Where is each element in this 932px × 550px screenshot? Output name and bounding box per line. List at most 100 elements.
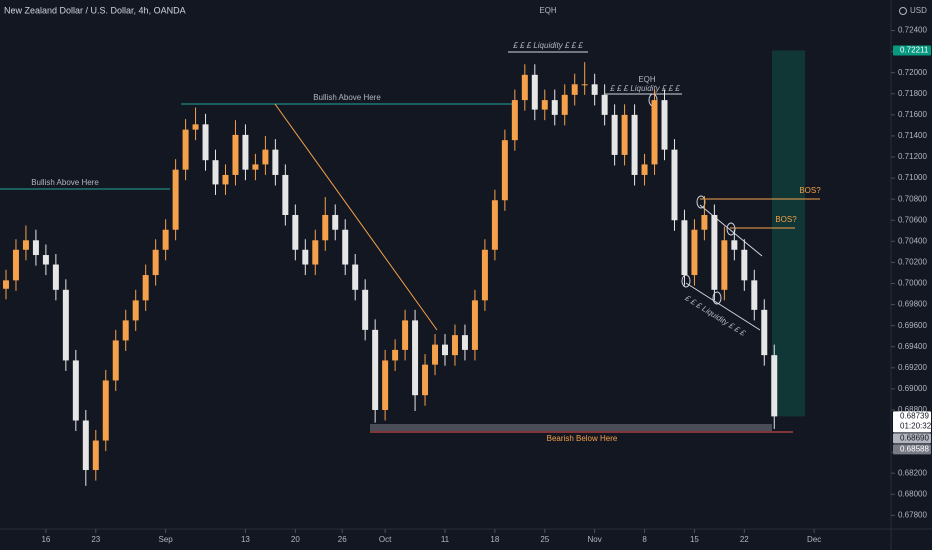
- candle-body: [661, 100, 668, 150]
- y-tick-label: 0.68000: [898, 489, 927, 498]
- candle-body: [42, 255, 49, 265]
- circle: [696, 195, 706, 209]
- candle-body: [232, 134, 239, 175]
- x-tick-label: Oct: [379, 535, 392, 544]
- currency[interactable]: USD: [910, 6, 927, 15]
- candle-body: [282, 174, 289, 215]
- x-tick-label: 16: [41, 535, 50, 544]
- candle-body: [561, 94, 568, 115]
- x-tick-label: 22: [740, 535, 749, 544]
- candle-body: [711, 214, 718, 290]
- price-badge-label: 0.68739: [900, 412, 929, 421]
- candle-body: [182, 129, 189, 170]
- y-tick-label: 0.71800: [898, 89, 927, 98]
- candle-body: [541, 100, 548, 110]
- y-tick-label: 0.68800: [898, 405, 927, 414]
- annotations: Bullish Above Here Bullish Above Here EQ…: [0, 6, 821, 443]
- annotation: Bullish Above Here: [313, 93, 381, 102]
- candle-body: [202, 124, 209, 161]
- candle-body: [491, 200, 498, 250]
- y-tick-label: 0.67800: [898, 510, 927, 519]
- x-tick-label: 25: [540, 535, 549, 544]
- y-tick-label: 0.71600: [898, 110, 927, 119]
- candle-body: [581, 84, 588, 86]
- candle-body: [62, 289, 69, 361]
- candle-body: [442, 344, 448, 356]
- candle-body: [412, 320, 419, 396]
- candle-body: [332, 214, 339, 230]
- candle-body: [741, 249, 748, 281]
- candle-body: [252, 164, 259, 170]
- y-tick-label: 0.70800: [898, 194, 927, 203]
- candle-body: [222, 174, 229, 185]
- candle-body: [122, 320, 129, 341]
- y-tick-label: 0.71400: [898, 131, 927, 140]
- candle-body: [82, 420, 89, 471]
- chart-title: New Zealand Dollar / U.S. Dollar, 4h, OA…: [4, 5, 186, 15]
- candle-body: [531, 74, 538, 110]
- x-tick-label: 11: [441, 535, 450, 544]
- candle-body: [591, 84, 598, 95]
- price-badge: [893, 433, 931, 444]
- circle: [726, 222, 736, 236]
- price-badge-label: 0.72211: [900, 46, 929, 55]
- x-tick-label: 20: [291, 535, 300, 544]
- candle-body: [481, 249, 488, 301]
- candle-body: [242, 134, 249, 170]
- candle-body: [52, 264, 59, 290]
- candle-body: [551, 100, 558, 115]
- y-tick-label: 0.69800: [898, 300, 927, 309]
- candle-body: [302, 249, 309, 265]
- candle-body: [342, 229, 349, 265]
- candle-body: [162, 229, 169, 250]
- candle-body: [312, 240, 319, 265]
- candle-body: [372, 329, 379, 410]
- channel-line: [685, 282, 761, 331]
- candle-body: [621, 114, 628, 155]
- candle-body: [511, 100, 518, 141]
- candle-body: [671, 149, 678, 221]
- candle-body: [451, 335, 458, 356]
- annotation: EQH: [539, 6, 557, 15]
- annotation: Bearish Below Here: [547, 434, 618, 443]
- candle-body: [601, 94, 608, 115]
- circle: [681, 274, 691, 288]
- candle-body: [691, 229, 698, 276]
- candle-body: [611, 114, 618, 155]
- candle-body: [751, 280, 758, 310]
- candle-body: [72, 360, 79, 421]
- candle-body: [432, 344, 439, 365]
- candle-body: [641, 164, 648, 175]
- candle-body: [152, 249, 159, 276]
- x-tick-label: 18: [490, 535, 499, 544]
- x-tick-label: Dec: [807, 535, 821, 544]
- candle-body: [761, 309, 768, 356]
- y-tick-label: 0.71200: [898, 152, 927, 161]
- x-tick-label: 13: [241, 535, 250, 544]
- y-tick-label: 0.70000: [898, 279, 927, 288]
- candle-body: [92, 440, 99, 471]
- y-tick-label: 0.70200: [898, 258, 927, 267]
- y-tick-label: 0.71000: [898, 173, 927, 182]
- annotation: Bullish Above Here: [31, 178, 99, 187]
- candle-body: [521, 74, 528, 101]
- candle-body: [681, 220, 688, 276]
- candle-body: [501, 140, 508, 201]
- candle-body: [272, 149, 279, 175]
- candle-body: [471, 300, 478, 350]
- candle-body: [192, 124, 199, 130]
- price-badge-label: 0.68588: [900, 445, 929, 454]
- y-tick-label: 0.69600: [898, 321, 927, 330]
- price-badge: [893, 411, 931, 433]
- candle-body: [382, 360, 389, 410]
- candle-body: [142, 275, 149, 301]
- candle-body: [352, 264, 359, 290]
- candle-body: [631, 114, 638, 175]
- currency-icon[interactable]: [899, 7, 907, 15]
- zone: [370, 424, 772, 431]
- candle-body: [12, 249, 19, 281]
- circle: [712, 291, 722, 305]
- candle-body: [212, 160, 219, 185]
- candle-body: [322, 214, 329, 241]
- y-tick-label: 0.70600: [898, 215, 927, 224]
